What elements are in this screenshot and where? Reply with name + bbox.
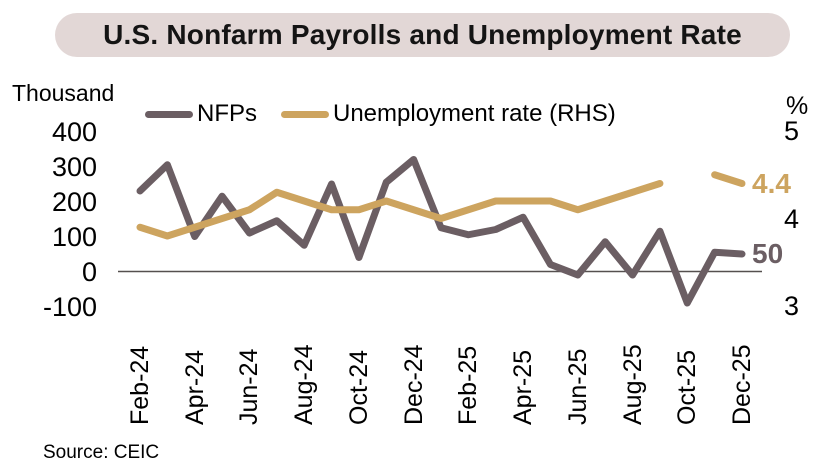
unemployment-line-seg1	[711, 171, 746, 187]
x-axis-tick-label: Aug-24	[290, 344, 319, 425]
left-axis-tick-label: 400	[51, 116, 97, 147]
x-axis-tick-label: Jun-25	[563, 348, 592, 425]
x-axis-tick-label: Feb-25	[454, 345, 483, 425]
x-axis-tick-label: Dec-25	[728, 344, 756, 425]
legend-item-unemployment: Unemployment rate (RHS)	[281, 100, 616, 128]
legend-label-unemployment: Unemployment rate (RHS)	[333, 100, 616, 127]
unemployment-line-seg0	[136, 180, 664, 240]
unemployment-end-value-label: 4.4	[752, 167, 791, 199]
left-axis-tick-label: 300	[51, 151, 97, 182]
x-axis-tick-label: Dec-24	[399, 344, 428, 425]
nfps-line-swatch-icon	[145, 110, 193, 118]
chart-title-pill: U.S. Nonfarm Payrolls and Unemployment R…	[55, 13, 790, 57]
right-axis-unit-label: %	[786, 92, 809, 120]
left-axis-tick-label: 200	[51, 186, 97, 217]
left-axis-tick-label: 100	[51, 221, 97, 252]
left-axis-tick-label: -100	[42, 291, 97, 322]
source-note: Source: CEIC	[43, 442, 160, 463]
chart-title: U.S. Nonfarm Payrolls and Unemployment R…	[103, 19, 742, 50]
x-axis-tick-label: Apr-24	[180, 349, 209, 425]
x-axis-tick-label: Jun-24	[235, 348, 264, 425]
legend-item-nfps: NFPs	[145, 100, 257, 128]
right-axis-tick-label: 4	[784, 203, 800, 234]
nfps-end-value-label: 50	[752, 238, 784, 269]
left-axis-tick-label: 0	[81, 256, 97, 287]
right-axis-tick-label: 3	[784, 291, 800, 321]
x-axis-tick-label: Oct-25	[673, 349, 702, 425]
legend-label-nfps: NFPs	[197, 100, 257, 127]
legend: NFPs Unemployment rate (RHS)	[145, 100, 616, 128]
x-axis-tick-label: Apr-25	[509, 349, 538, 425]
x-axis-tick-label: Aug-25	[618, 344, 647, 425]
x-axis-tick-label: Feb-24	[126, 345, 154, 425]
left-axis-unit-label: Thousand	[12, 80, 115, 106]
right-axis-tick-label: 5	[784, 116, 800, 146]
x-axis-tick-label: Oct-24	[344, 349, 373, 425]
nfps-line	[136, 156, 746, 307]
unemployment-line-swatch-icon	[281, 110, 329, 118]
